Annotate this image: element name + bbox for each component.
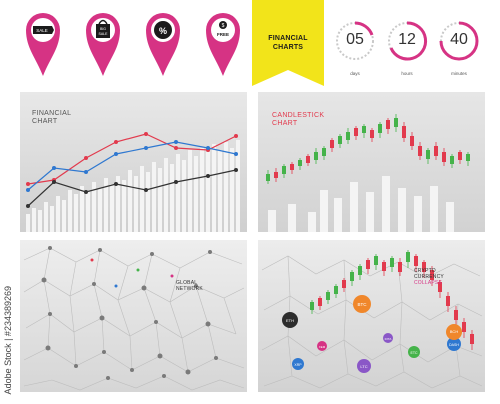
- coin-dash-label: DASH: [449, 343, 459, 347]
- svg-text:FREE: FREE: [217, 32, 229, 37]
- candlestick-title-line2: CHART: [272, 120, 298, 127]
- financial-title-line1: FINANCIAL: [32, 110, 72, 117]
- minutes-label: minutes: [451, 71, 467, 76]
- money-free-pin: $ FREE: [204, 8, 242, 78]
- financial-charts-ribbon: FINANCIAL CHARTS: [252, 0, 324, 86]
- crypto-title-line1: CRYPTO: [414, 268, 436, 274]
- sale-pin: SALE: [24, 8, 62, 78]
- ribbon-line2: CHARTS: [272, 44, 304, 51]
- financial-title-line2: CHART: [32, 118, 58, 125]
- svg-text:SALE: SALE: [99, 32, 109, 36]
- hours-timer: 12 hours: [386, 20, 428, 76]
- coin-bch-label: BCH: [449, 329, 459, 334]
- crypto-collapse-card: ETH BTC XEM XRP LTC IOTA ETC DASH BCH CR…: [258, 240, 485, 392]
- sale-label: SALE: [36, 28, 48, 33]
- svg-text:$: $: [222, 23, 225, 29]
- percent-pin: %: [144, 8, 182, 78]
- days-label: days: [350, 71, 360, 76]
- crypto-title-line3: COLLAPSE: [414, 280, 443, 286]
- candlestick-chart-card: CANDLESTICK CHART: [258, 92, 485, 232]
- days-value: 05: [346, 31, 364, 48]
- stock-watermark: Adobe Stock | #234389269: [0, 0, 20, 404]
- big-sale-pin: BIG SALE: [84, 8, 122, 78]
- network-title-line1: GLOBAL: [176, 280, 198, 286]
- svg-text:%: %: [159, 26, 167, 36]
- global-network-card: GLOBAL NETWORK: [20, 240, 247, 392]
- coin-eth-label: ETH: [286, 318, 294, 323]
- coin-btc-label: BTC: [358, 302, 368, 307]
- financial-chart-card: FINANCIAL CHART: [20, 92, 247, 232]
- coin-ltc-label: LTC: [360, 364, 367, 369]
- watermark-text: Adobe Stock | #234389269: [3, 285, 13, 394]
- hours-value: 12: [398, 31, 416, 48]
- svg-text:XEM: XEM: [319, 345, 326, 349]
- minutes-timer: 40 minutes: [438, 20, 480, 76]
- svg-text:BIG: BIG: [100, 27, 106, 31]
- coin-xrp-label: XRP: [294, 363, 302, 367]
- coin-bch: BCH: [446, 324, 462, 340]
- minutes-value: 40: [450, 31, 468, 48]
- svg-text:IOTA: IOTA: [385, 337, 392, 341]
- crypto-title-line2: CURRENCY: [414, 274, 444, 280]
- candlestick-title-line1: CANDLESTICK: [272, 112, 325, 119]
- network-title-line2: NETWORK: [176, 286, 203, 292]
- hours-label: hours: [401, 71, 413, 76]
- coin-etc-label: ETC: [411, 351, 418, 355]
- ribbon-line1: FINANCIAL: [268, 35, 308, 42]
- days-timer: 05 days: [334, 20, 376, 76]
